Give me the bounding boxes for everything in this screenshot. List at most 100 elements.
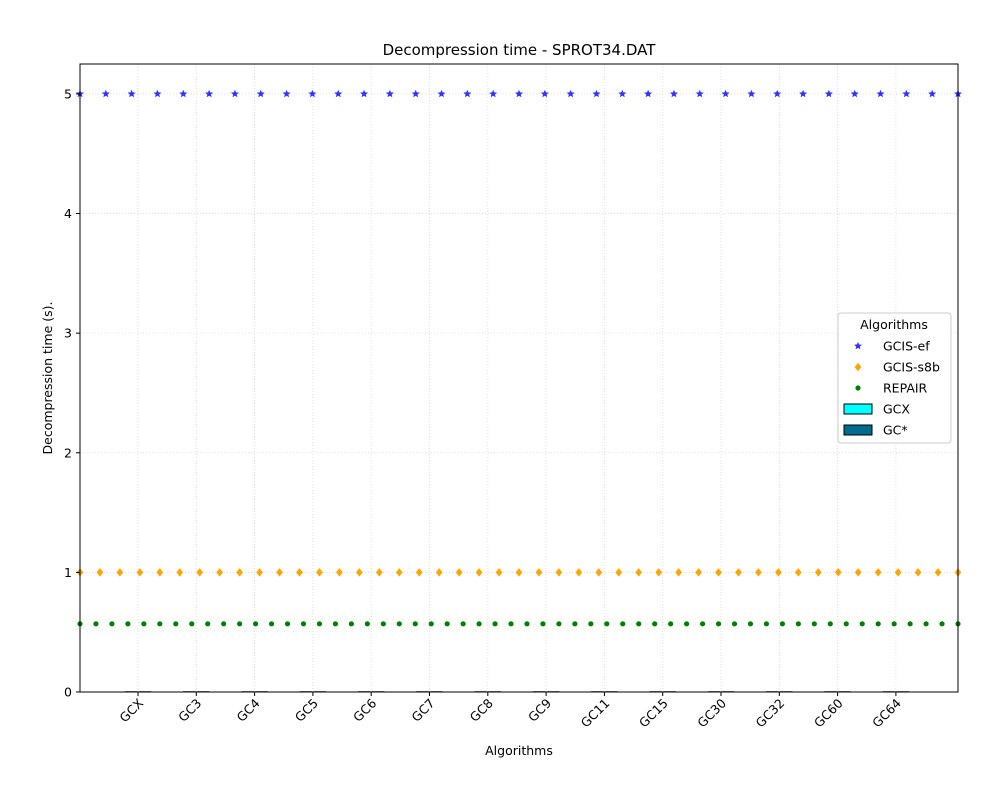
legend-label: GC* xyxy=(883,423,908,438)
repair-point xyxy=(300,621,307,627)
x-tick-label: GC60 xyxy=(811,695,846,730)
repair-point xyxy=(109,621,115,627)
gcis-ef-point xyxy=(592,89,601,98)
x-tick-label: GC32 xyxy=(753,696,788,731)
series-layer xyxy=(76,89,962,693)
gcis-ef-point xyxy=(205,89,214,98)
repair-point xyxy=(268,621,275,627)
gcis-ef-point xyxy=(799,89,808,98)
legend-label: REPAIR xyxy=(883,381,928,396)
gcis-s8b-point xyxy=(675,568,682,577)
gcis-s8b-point xyxy=(795,568,802,577)
gcis-ef-point xyxy=(747,89,756,98)
repair-point xyxy=(460,621,466,627)
gcis-ef-point xyxy=(721,89,730,98)
legend-marker-repair xyxy=(855,385,861,391)
x-tick-label: GC7 xyxy=(408,696,437,725)
repair-point xyxy=(93,621,99,627)
chart-title: Decompression time - SPROT34.DAT xyxy=(383,41,657,59)
repair-point xyxy=(253,621,259,627)
legend: Algorithms GCIS-ef GCIS-s8b REPAIR GCX GC* xyxy=(837,312,952,444)
x-tick-label: GC5 xyxy=(292,696,321,725)
legend-marker-gcis-s8b xyxy=(854,362,862,372)
repair-point xyxy=(747,621,754,627)
gcis-s8b-point xyxy=(695,568,702,577)
repair-point xyxy=(811,621,817,627)
repair-point xyxy=(795,621,801,627)
y-tick-label: 0 xyxy=(64,685,72,700)
y-tick-label: 2 xyxy=(64,445,72,460)
legend-entries: GCIS-ef GCIS-s8b REPAIR GCX GC* xyxy=(843,339,940,438)
repair-point xyxy=(284,621,291,627)
gcis-ef-point xyxy=(334,89,343,98)
repair-point xyxy=(636,621,642,627)
repair-point xyxy=(412,621,418,627)
x-tick-label: GC6 xyxy=(350,695,379,724)
gcis-s8b-point xyxy=(136,568,144,577)
repair-point xyxy=(684,621,690,627)
gcis-s8b-point xyxy=(96,568,104,577)
gcis-s8b-point xyxy=(415,568,423,577)
repair-point xyxy=(668,621,674,627)
repair-point xyxy=(620,621,626,627)
repair-point xyxy=(492,621,498,627)
gcis-s8b-point xyxy=(874,568,882,577)
repair-point xyxy=(779,621,786,627)
grid xyxy=(80,64,958,693)
legend-title: Algorithms xyxy=(860,317,928,332)
gcis-ef-point xyxy=(437,89,446,98)
legend-label: GCIS-s8b xyxy=(883,360,940,375)
gcis-s8b-point xyxy=(256,568,263,577)
gcis-s8b-point xyxy=(316,568,323,577)
repair-point xyxy=(715,621,722,627)
legend-label: GCIS-ef xyxy=(883,339,930,354)
gcis-ef-point xyxy=(618,89,627,98)
x-tick-label: GC64 xyxy=(869,695,904,730)
repair-point xyxy=(891,621,897,627)
gcis-ef-point xyxy=(773,89,782,98)
x-axis-label: Algorithms xyxy=(485,743,553,758)
gcis-s8b-point xyxy=(595,568,603,577)
repair-point xyxy=(588,621,594,627)
x-tick-label: GC11 xyxy=(578,696,613,731)
x-tick-label: GC9 xyxy=(525,695,554,724)
gcis-s8b-point xyxy=(775,568,782,577)
repair-point xyxy=(237,621,243,627)
gcis-s8b-point xyxy=(276,568,283,577)
x-tick-label: GC15 xyxy=(636,696,671,731)
repair-point xyxy=(540,621,546,627)
repair-point xyxy=(348,621,354,627)
x-tick-label: GCX xyxy=(116,695,146,725)
repair-point xyxy=(221,621,227,627)
x-tick-label: GC3 xyxy=(175,696,204,725)
gcis-ef-point xyxy=(566,89,575,98)
gcis-ef-point xyxy=(540,89,549,98)
gcis-s8b-point xyxy=(435,568,443,577)
gcis-s8b-point xyxy=(635,568,643,577)
gcis-s8b-point xyxy=(515,568,523,577)
gcis-s8b-point xyxy=(216,568,224,577)
gcis-s8b-point xyxy=(236,568,243,577)
gcis-ef-point xyxy=(153,89,162,98)
repair-point xyxy=(316,621,323,627)
repair-point xyxy=(476,621,482,627)
repair-point xyxy=(189,621,195,627)
repair-point xyxy=(380,621,386,627)
y-tick-label: 4 xyxy=(64,206,72,221)
x-tick-label: GC8 xyxy=(467,695,496,724)
gcis-s8b-point xyxy=(395,568,403,577)
gcis-ef-point xyxy=(515,89,523,98)
x-tick-label: GC4 xyxy=(233,695,262,724)
gcis-s8b-point xyxy=(615,568,623,577)
repair-point xyxy=(859,621,865,627)
x-tick-label: GC30 xyxy=(694,695,729,730)
repair-point xyxy=(652,621,658,627)
gcis-ef-point xyxy=(695,89,704,98)
gcis-s8b-point xyxy=(375,568,383,577)
repair-point xyxy=(428,621,434,627)
gcis-s8b-point xyxy=(834,568,842,577)
plot-frame xyxy=(79,63,959,693)
legend-marker-gcis-ef xyxy=(854,341,862,350)
x-axis-ticks: GCX GC3 GC4 GC5 GC6 GC7 GC8 GC9 GC11 GC15 GC30 GC32… xyxy=(116,692,904,730)
